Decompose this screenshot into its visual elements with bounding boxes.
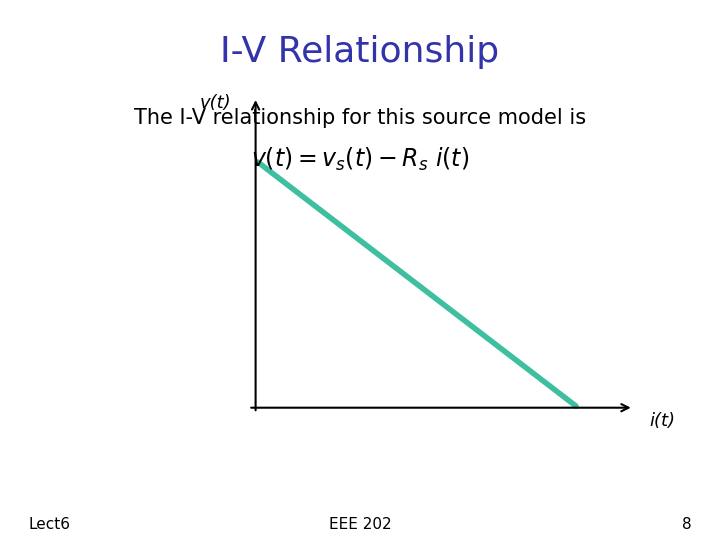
Text: EEE 202: EEE 202 <box>329 517 391 532</box>
Text: I-V Relationship: I-V Relationship <box>220 35 500 69</box>
Text: i(t): i(t) <box>649 412 675 430</box>
Text: v(t): v(t) <box>200 93 232 112</box>
Text: $v(t) = v_s(t) - R_s\ i(t)$: $v(t) = v_s(t) - R_s\ i(t)$ <box>251 146 469 173</box>
Text: Lect6: Lect6 <box>29 517 71 532</box>
Text: The I-V relationship for this source model is: The I-V relationship for this source mod… <box>134 108 586 128</box>
Text: 8: 8 <box>682 517 691 532</box>
